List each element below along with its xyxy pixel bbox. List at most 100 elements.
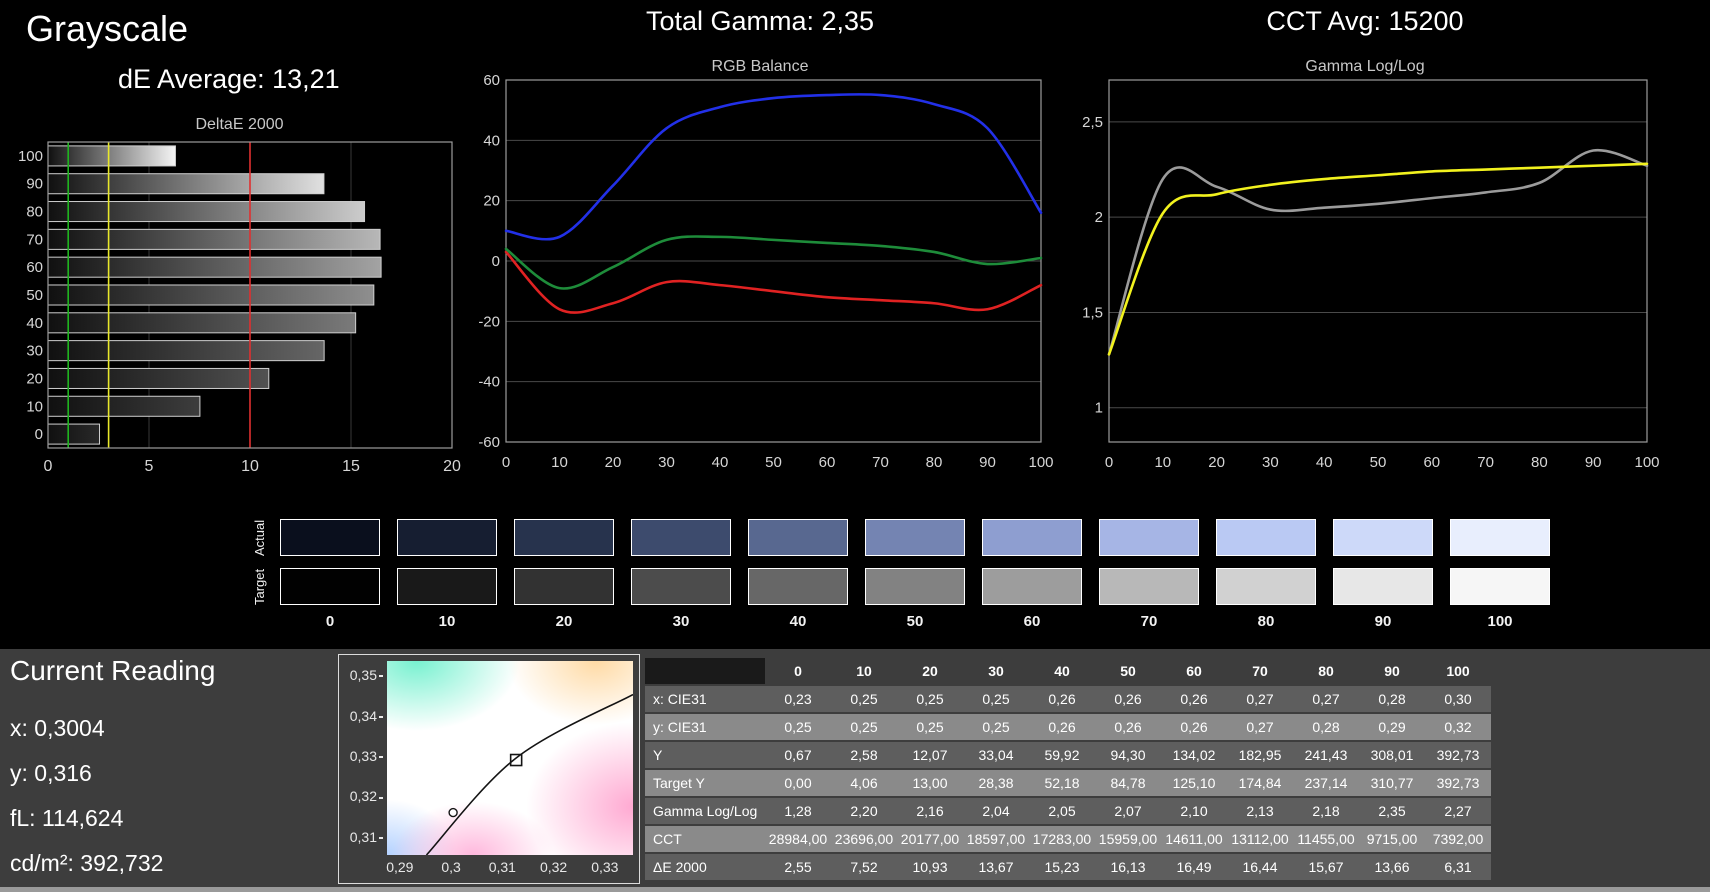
table-cell: 4,06 bbox=[831, 770, 897, 796]
table-column-header: 60 bbox=[1186, 663, 1202, 679]
target-point-marker bbox=[509, 753, 523, 767]
svg-text:30: 30 bbox=[26, 343, 43, 360]
svg-text:2: 2 bbox=[1095, 209, 1103, 226]
green-series-line bbox=[504, 235, 1043, 290]
cie-y-tick-label: 0,33 bbox=[339, 748, 383, 764]
table-cell: 0,26 bbox=[1095, 686, 1161, 712]
table-cell: 17283,00 bbox=[1029, 826, 1095, 852]
table-cell: 11455,00 bbox=[1293, 826, 1359, 852]
swatch-target-0 bbox=[280, 568, 380, 605]
svg-text:80: 80 bbox=[926, 454, 943, 471]
swatch-column-label: 80 bbox=[1257, 613, 1275, 630]
table-cell: 0,25 bbox=[831, 714, 897, 740]
table-cell: 12,07 bbox=[897, 742, 963, 768]
swatch-column-label: 60 bbox=[1023, 613, 1041, 630]
svg-text:10: 10 bbox=[241, 458, 259, 475]
horizontal-scrollbar[interactable] bbox=[0, 887, 1710, 892]
cie-y-tick-label: 0,31 bbox=[339, 829, 383, 845]
swatch-target-50 bbox=[865, 568, 965, 605]
page-title: Grayscale bbox=[26, 8, 189, 49]
table-cell: 0,25 bbox=[897, 686, 963, 712]
swatch-row-target bbox=[280, 568, 1550, 605]
table-cell: 392,73 bbox=[1425, 742, 1491, 768]
table-cell: 2,04 bbox=[963, 798, 1029, 824]
gamma-chart-title: Gamma Log/Log bbox=[1305, 58, 1425, 75]
table-cell: 15,67 bbox=[1293, 854, 1359, 880]
swatch-column-label: 0 bbox=[325, 613, 335, 630]
target-series-line bbox=[1107, 162, 1649, 356]
table-column-header: 30 bbox=[988, 663, 1004, 679]
table-column-header: 20 bbox=[922, 663, 938, 679]
svg-text:90: 90 bbox=[1585, 454, 1602, 471]
swatch-column-label: 90 bbox=[1374, 613, 1392, 630]
table-cell: 2,58 bbox=[831, 742, 897, 768]
table-cell: 0,25 bbox=[963, 714, 1029, 740]
swatch-target-30 bbox=[631, 568, 731, 605]
table-row: Gamma Log/Log 1,28 2,20 2,16 2,04 2,05 2,07 2,1… bbox=[645, 798, 1491, 824]
svg-text:20: 20 bbox=[483, 193, 500, 210]
measured-series-line bbox=[1107, 148, 1649, 356]
table-row: CCT 28984,00 23696,00 20177,00 18597,00 17283… bbox=[645, 826, 1491, 852]
svg-text:90: 90 bbox=[979, 454, 996, 471]
table-row-label: Target Y bbox=[645, 770, 765, 796]
table-cell: 2,10 bbox=[1161, 798, 1227, 824]
table-cell: 84,78 bbox=[1095, 770, 1161, 796]
reading-y: y: 0,316 bbox=[10, 760, 92, 786]
cie-x-tick-label: 0,29 bbox=[386, 859, 414, 875]
table-cell: 2,27 bbox=[1425, 798, 1491, 824]
swatch-row-label-target: Target bbox=[252, 568, 267, 605]
table-cell: 7,52 bbox=[831, 854, 897, 880]
table-cell: 23696,00 bbox=[831, 826, 897, 852]
svg-text:20: 20 bbox=[26, 370, 43, 387]
svg-text:60: 60 bbox=[26, 259, 43, 276]
table-cell: 2,16 bbox=[897, 798, 963, 824]
swatch-actual-70 bbox=[1099, 519, 1199, 556]
swatch-column-label: 30 bbox=[672, 613, 690, 630]
table-cell: 16,44 bbox=[1227, 854, 1293, 880]
table-column-header: 50 bbox=[1120, 663, 1136, 679]
svg-text:40: 40 bbox=[1316, 454, 1333, 471]
table-cell: 0,23 bbox=[765, 686, 831, 712]
table-cell: 13,67 bbox=[963, 854, 1029, 880]
table-row: x: CIE31 0,23 0,25 0,25 0,25 0,26 0,26 0,26 0,27… bbox=[645, 686, 1491, 712]
swatch-actual-80 bbox=[1216, 519, 1316, 556]
swatch-row-label-actual: Actual bbox=[252, 519, 267, 556]
swatch-actual-0 bbox=[280, 519, 380, 556]
table-column-header: 10 bbox=[856, 663, 872, 679]
table-cell: 16,49 bbox=[1161, 854, 1227, 880]
svg-text:80: 80 bbox=[1531, 454, 1548, 471]
table-cell: 241,43 bbox=[1293, 742, 1359, 768]
svg-text:60: 60 bbox=[819, 454, 836, 471]
table-cell: 2,55 bbox=[765, 854, 831, 880]
reading-x: x: 0,3004 bbox=[10, 715, 105, 741]
swatch-actual-100 bbox=[1450, 519, 1550, 556]
reading-cdm2: cd/m²: 392,732 bbox=[10, 850, 164, 876]
table-cell: 2,20 bbox=[831, 798, 897, 824]
table-cell: 33,04 bbox=[963, 742, 1029, 768]
total-gamma-label: Total Gamma: 2,35 bbox=[645, 6, 875, 36]
swatch-actual-20 bbox=[514, 519, 614, 556]
svg-text:0: 0 bbox=[35, 426, 43, 443]
table-cell: 13,66 bbox=[1359, 854, 1425, 880]
blue-series-line bbox=[504, 92, 1043, 241]
cct-avg-label: CCT Avg: 15200 bbox=[1266, 6, 1464, 36]
table-row: y: CIE31 0,25 0,25 0,25 0,25 0,26 0,26 0,26 0,27… bbox=[645, 714, 1491, 740]
table-row: ΔE 2000 2,55 7,52 10,93 13,67 15,23 16,13 16,49… bbox=[645, 854, 1491, 880]
table-cell: 2,13 bbox=[1227, 798, 1293, 824]
table-column-header: 0 bbox=[794, 663, 802, 679]
table-cell: 2,18 bbox=[1293, 798, 1359, 824]
table-cell: 94,30 bbox=[1095, 742, 1161, 768]
table-cell: 13,00 bbox=[897, 770, 963, 796]
table-cell: 2,35 bbox=[1359, 798, 1425, 824]
swatch-target-80 bbox=[1216, 568, 1316, 605]
swatch-target-40 bbox=[748, 568, 848, 605]
svg-text:50: 50 bbox=[1370, 454, 1387, 471]
svg-text:20: 20 bbox=[605, 454, 622, 471]
table-cell: 237,14 bbox=[1293, 770, 1359, 796]
svg-text:80: 80 bbox=[26, 204, 43, 221]
swatch-row-actual bbox=[280, 519, 1550, 556]
swatch-column-label: 40 bbox=[789, 613, 807, 630]
swatch-target-100 bbox=[1450, 568, 1550, 605]
rgb-balance-chart: -60 -40 -20 0 20 40 60 0 10 20 30 40 50 60 70 80 90 100 bbox=[478, 74, 1053, 471]
svg-text:5: 5 bbox=[145, 458, 154, 475]
